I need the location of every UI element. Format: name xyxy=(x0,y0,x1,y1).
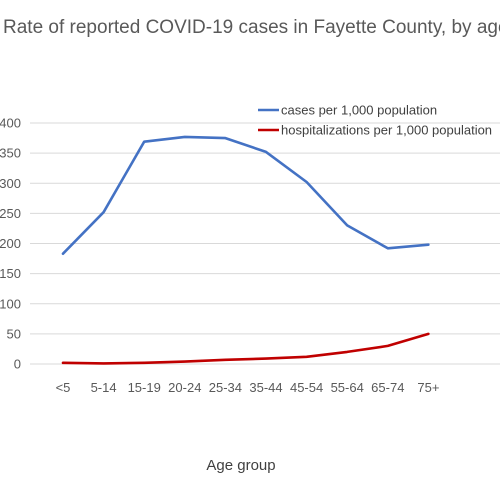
x-axis-title: Age group xyxy=(206,457,276,474)
y-tick-label: 250 xyxy=(0,206,21,221)
x-tick-label: <5 xyxy=(56,380,71,395)
gridlines xyxy=(30,122,500,365)
series-lines xyxy=(61,135,430,365)
y-tick-label: 300 xyxy=(0,176,21,191)
x-tick-label: 5-14 xyxy=(91,380,117,395)
legend-label: cases per 1,000 population xyxy=(281,103,437,118)
series-line-hospitalizations xyxy=(61,332,430,365)
legend: cases per 1,000 population hospitalizatio… xyxy=(258,103,492,138)
x-tick-label: 25-34 xyxy=(209,380,242,395)
x-tick-label: 35-44 xyxy=(249,380,282,395)
x-tick-label: 65-74 xyxy=(371,380,404,395)
y-tick-label: 100 xyxy=(0,296,21,311)
y-tick-label: 50 xyxy=(7,326,21,341)
y-tick-label: 400 xyxy=(0,116,21,131)
x-tick-label: 55-64 xyxy=(331,380,364,395)
y-tick-label: 0 xyxy=(14,357,21,372)
y-tick-label: 150 xyxy=(0,266,21,281)
y-axis-tick-labels: 0 50 100 150 200 250 300 350 400 xyxy=(0,116,21,372)
y-tick-label: 200 xyxy=(0,236,21,251)
x-tick-label: 75+ xyxy=(417,380,439,395)
x-axis-tick-labels: <5 5-14 15-19 20-24 25-34 35-44 45-54 55-64 65-7… xyxy=(56,380,440,395)
x-tick-label: 45-54 xyxy=(290,380,323,395)
x-tick-label: 15-19 xyxy=(128,380,161,395)
chart-title: Rate of reported COVID-19 cases in Fayet… xyxy=(3,17,500,38)
x-tick-label: 20-24 xyxy=(168,380,201,395)
legend-label: hospitalizations per 1,000 population xyxy=(281,123,492,138)
y-tick-label: 350 xyxy=(0,146,21,161)
series-line-cases xyxy=(61,135,430,255)
